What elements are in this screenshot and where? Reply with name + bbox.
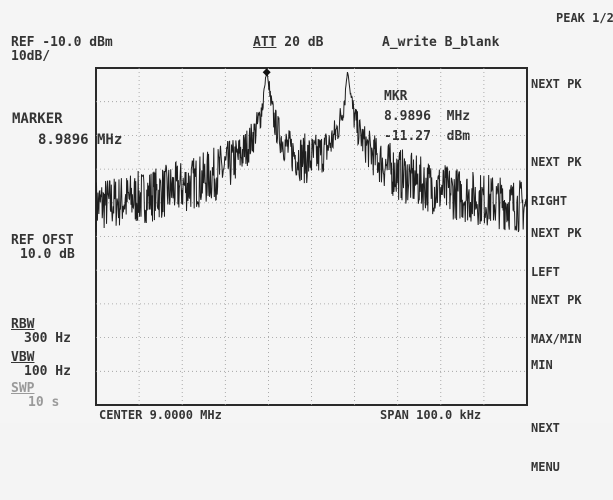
softkey-sublabel: MENU	[531, 460, 560, 474]
softkey-min[interactable]: MIN	[531, 333, 560, 398]
softkey-label: NEXT PK	[531, 77, 582, 91]
attenuation-readout: ATT 20 dB	[253, 36, 323, 50]
softkey-sublabel: RIGHT	[531, 194, 568, 208]
marker-diamond	[262, 68, 271, 77]
softkey-sublabel: LEFT	[531, 265, 560, 279]
softkey-sublabel: MAX/MIN	[531, 332, 582, 346]
center-frequency: CENTER 9.0000 MHz	[99, 408, 222, 422]
softkey-label: MIN	[531, 358, 553, 372]
span-readout: SPAN 100.0 kHz	[380, 408, 482, 422]
rbw-value: 300 Hz	[24, 331, 71, 346]
softkey-label: NEXT PK	[531, 155, 582, 169]
graticule-grid	[95, 67, 528, 406]
spectrum-trace	[95, 71, 528, 233]
softkey-next-peak-left[interactable]: NEXT PK LEFT	[531, 201, 582, 305]
marker-frequency: 8.9896 MHz	[38, 132, 123, 148]
marker-readout-frequency: 8.9896 MHz	[384, 109, 471, 124]
attenuation-value: 20 dB	[276, 35, 324, 50]
softkey-next-peak-right[interactable]: NEXT PK RIGHT	[531, 130, 582, 234]
softkey-label: NEXT	[531, 421, 560, 435]
softkey-label: NEXT PK	[531, 293, 582, 307]
spectrum-graticule	[95, 67, 528, 406]
sweep-label: SWP	[11, 381, 35, 396]
vbw-label: VBW	[11, 350, 35, 365]
ref-offset-value: 10.0 dB	[20, 247, 75, 262]
marker-readout-label: MKR	[384, 89, 408, 104]
softkey-next-peak[interactable]: NEXT PK	[531, 52, 582, 117]
rbw-label: RBW	[11, 317, 35, 332]
scale-readout: 10dB/	[11, 49, 51, 64]
marker-readout-level: -11.27 dBm	[384, 129, 471, 144]
softkey-menu-title: PEAK 1/2	[556, 11, 613, 25]
softkey-next-peak-max-min[interactable]: NEXT PK MAX/MIN	[531, 268, 582, 372]
ref-level-readout: REF -10.0 dBm	[11, 35, 113, 50]
trace-mode-readout: A_write B_blank	[382, 35, 500, 50]
sweep-value: 10 s	[28, 395, 60, 410]
ref-offset-label: REF OFST	[11, 233, 74, 248]
spectrum-analyzer-screen: REF -10.0 dBm 10dB/ ATT 20 dB A_write B_…	[11, 11, 613, 474]
softkey-label: NEXT PK	[531, 226, 582, 240]
attenuation-label: ATT	[253, 35, 277, 50]
marker-label: MARKER	[12, 111, 63, 127]
vbw-value: 100 Hz	[24, 364, 71, 379]
